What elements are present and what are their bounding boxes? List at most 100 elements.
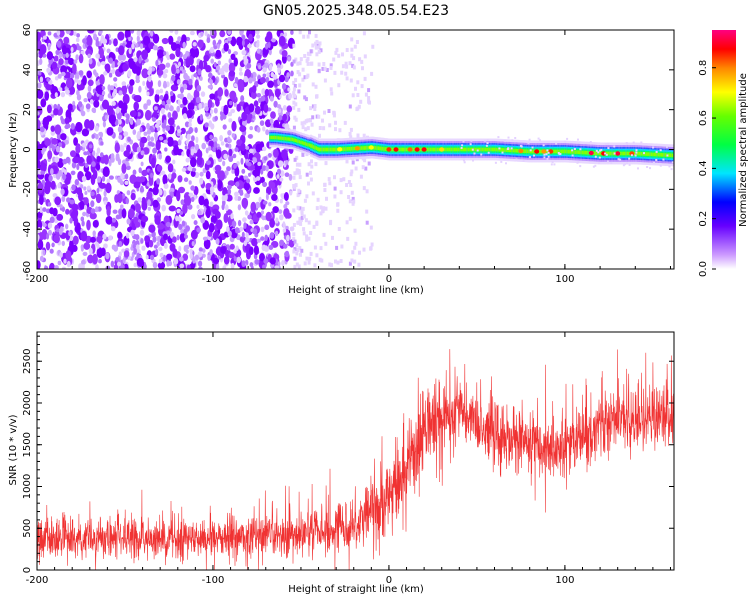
spectrogram-noise-cell [110, 156, 115, 163]
spectrogram-sparse-cell [348, 199, 352, 204]
spectrogram-noise-cell [254, 105, 261, 115]
spectrogram-noise-cell [176, 234, 180, 241]
spectrogram-noise-cell [227, 184, 232, 190]
spectrogram-noise-cell [182, 83, 188, 90]
spectrogram-sparse-cell [353, 44, 357, 49]
spectrogram-noise-cell [153, 110, 158, 118]
spectrogram-noise-cell [121, 102, 128, 112]
spectrogram-noise-cell [133, 57, 138, 63]
spectrogram-noise-cell [65, 89, 70, 95]
spectrogram-noise-cell [241, 50, 247, 56]
spectrogram-noise-cell [183, 72, 189, 80]
spectrogram-ridge-cell [546, 149, 549, 154]
spectrogram-noise-cell [244, 210, 249, 216]
spectrogram-noise-cell [256, 34, 261, 39]
spectrogram-noise-cell [264, 88, 270, 97]
spectrogram-ridge-cell [322, 147, 325, 152]
spectrogram-ridge-cell [270, 135, 273, 140]
spectrogram-noise-cell [41, 53, 47, 58]
spectrogram-noise-cell [158, 188, 163, 196]
spectrogram-sparse-cell [303, 54, 307, 58]
spectrogram-noise-cell [177, 129, 182, 134]
spectrogram-sparse-cell [303, 75, 307, 80]
spectrogram-noise-cell [160, 170, 166, 176]
spectrogram-noise-cell [238, 71, 244, 76]
spectrogram-noise-cell [156, 120, 161, 125]
spectrogram-noise-cell [124, 180, 129, 185]
spectrogram-noise-cell [146, 122, 150, 130]
spectrogram-sparse-cell [313, 107, 317, 111]
spectrogram-sparse-cell [311, 104, 315, 109]
spectrogram-halo-cell [551, 161, 554, 164]
spectrogram-noise-cell [224, 89, 229, 97]
spectrogram-sparse-cell [297, 107, 301, 112]
spectrogram-noise-cell [125, 165, 131, 171]
spectrogram-noise-cell [117, 158, 122, 166]
spectrogram-noise-cell [73, 137, 78, 146]
spectrogram-noise-cell [213, 45, 218, 50]
spectrogram-noise-cell [265, 193, 269, 201]
spectrogram-noise-cell [185, 225, 190, 232]
spectrogram-noise-cell [177, 36, 182, 42]
spectrogram-noise-cell [240, 143, 246, 151]
spectrogram-sparse-cell [328, 181, 332, 186]
spectrogram-noise-cell [220, 141, 225, 146]
spectrogram-noise-cell [182, 41, 186, 49]
spectrogram-noise-cell [107, 84, 111, 92]
spectrogram-sparse-cell [323, 66, 327, 71]
spectrogram-sparse-cell [302, 231, 306, 236]
spectrogram-noise-cell [82, 211, 87, 217]
spectrogram-ridge-cell [434, 147, 436, 152]
spectrogram-noise-cell [45, 84, 53, 91]
spectrogram-noise-cell [41, 229, 48, 240]
spectrogram-noise-cell [150, 136, 154, 142]
spectrogram-ridge-cell [325, 147, 328, 152]
spectrogram-noise-cell [64, 116, 70, 125]
spectrogram-ridge-cell [539, 149, 542, 154]
spectrogram-ridge-cell [343, 147, 346, 151]
spectrogram-sparse-cell [324, 241, 328, 246]
spectrogram-noise-cell [117, 125, 123, 133]
spectrogram-noise-cell [70, 123, 75, 130]
spectrogram-sparse-cell [356, 93, 360, 97]
spectrogram-noise-cell [191, 241, 195, 247]
spectrogram-noise-cell [83, 242, 91, 250]
spectrogram-ridge-cell [605, 151, 608, 156]
spectrogram-noise-cell [90, 236, 96, 243]
spectrogram-noise-cell [193, 73, 198, 78]
spectrogram-ridge-cell [580, 150, 583, 155]
spectrogram-halo-cell [501, 151, 504, 154]
spectrogram-noise-cell [264, 224, 270, 231]
spectrogram-noise-cell [287, 87, 291, 92]
spectrogram-noise-cell [149, 254, 155, 261]
spectrogram-sparse-cell [314, 162, 318, 167]
spectrogram-noise-cell [80, 110, 86, 117]
spectrogram-noise-cell [207, 99, 213, 109]
spectrogram-noise-cell [105, 63, 111, 74]
spectrogram-ridge-cell [314, 145, 317, 150]
spectrogram-noise-cell [80, 230, 88, 242]
spectrogram-noise-cell [176, 79, 181, 85]
spectrogram-noise-cell [37, 118, 41, 129]
spectrogram-ridge-cell [515, 148, 518, 153]
spectrogram-noise-cell [190, 196, 195, 202]
spectrogram-noise-cell [252, 230, 257, 235]
spectrogram-noise-cell [285, 225, 289, 230]
spectrogram-noise-cell [237, 219, 242, 227]
spectrogram-noise-cell [118, 45, 125, 56]
spectrogram-noise-cell [122, 63, 129, 72]
spectrogram-noise-cell [264, 43, 269, 50]
spectrogram-noise-cell [53, 234, 60, 244]
spectrogram-noise-cell [264, 234, 268, 241]
spectrogram-noise-cell [101, 247, 106, 257]
spectrogram-halo-cell [555, 142, 558, 145]
spectrogram-halo-cell [628, 157, 631, 160]
spectrogram-sparse-cell [364, 166, 368, 171]
spectrogram-sparse-cell [345, 159, 349, 164]
spectrogram-sparse-cell [352, 199, 356, 204]
spectrogram-noise-cell [255, 143, 262, 153]
spectrogram-noise-cell [64, 177, 71, 185]
spectrogram-sparse-cell [296, 205, 300, 210]
spectrogram-ridge-cell [574, 150, 577, 154]
spectrogram-noise-cell [130, 30, 135, 34]
